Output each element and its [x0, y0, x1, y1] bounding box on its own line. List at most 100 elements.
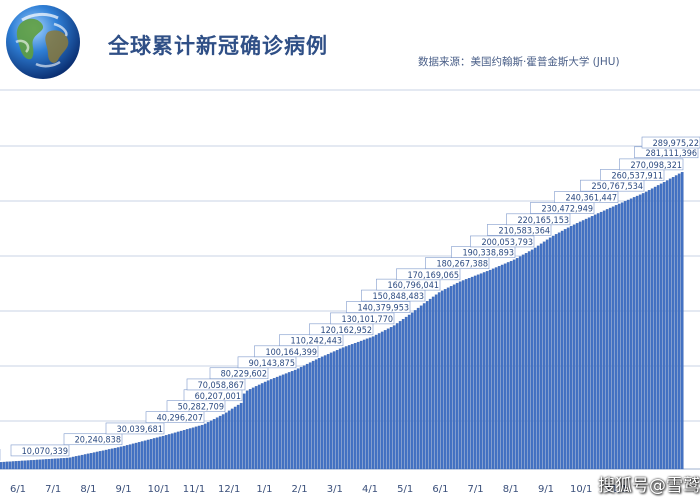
daily-bar	[617, 203, 621, 470]
daily-bar	[620, 202, 624, 470]
daily-bar	[500, 264, 504, 470]
data-label: 160,796,041	[388, 281, 440, 291]
daily-bar	[362, 339, 366, 470]
daily-bar	[20, 460, 24, 470]
daily-bar	[575, 223, 579, 470]
daily-bar	[626, 199, 630, 470]
daily-bar	[449, 286, 453, 470]
daily-bar	[77, 455, 81, 470]
daily-bar	[233, 406, 237, 470]
data-label: 130,101,770	[342, 315, 394, 325]
daily-bar	[74, 456, 78, 470]
daily-bar	[113, 447, 117, 470]
daily-bar	[182, 430, 186, 470]
daily-bar	[446, 287, 450, 470]
daily-bar	[26, 460, 30, 470]
daily-bar	[353, 343, 357, 470]
daily-bar	[254, 386, 258, 470]
daily-bar	[431, 296, 435, 470]
daily-bar	[236, 404, 240, 470]
daily-bar	[467, 278, 471, 470]
daily-bar	[641, 193, 645, 470]
daily-bar	[311, 360, 315, 470]
daily-bar	[398, 321, 402, 470]
daily-bar	[530, 249, 534, 470]
daily-bar	[638, 194, 642, 470]
daily-bar	[32, 459, 36, 470]
daily-bar	[230, 408, 234, 470]
data-label-box	[105, 422, 165, 435]
daily-bar	[227, 410, 231, 470]
daily-bar	[326, 354, 330, 470]
daily-bar	[317, 358, 321, 470]
daily-bar	[386, 328, 390, 470]
daily-bar	[572, 224, 576, 470]
daily-bar	[482, 272, 486, 470]
daily-bar	[419, 305, 423, 470]
daily-bar	[257, 384, 261, 470]
daily-bar	[533, 247, 537, 470]
daily-bar	[14, 461, 18, 470]
daily-bar	[647, 190, 651, 470]
daily-bar	[503, 263, 507, 470]
daily-bar	[98, 451, 102, 470]
daily-bar	[428, 298, 432, 470]
data-label: 30,039,681	[117, 425, 163, 435]
data-label: 250,767,534	[592, 182, 644, 192]
data-label: 210,583,364	[499, 226, 551, 236]
daily-bar	[464, 279, 468, 470]
daily-bar	[305, 363, 309, 470]
daily-bar	[644, 191, 648, 470]
daily-bar	[395, 323, 399, 470]
daily-bar	[539, 243, 543, 470]
x-tick-label: 4/1	[362, 484, 378, 495]
daily-bar	[662, 181, 666, 470]
daily-bar	[95, 451, 99, 470]
daily-bar	[161, 435, 165, 470]
daily-bar	[134, 442, 138, 470]
daily-bar	[263, 381, 267, 470]
daily-bar	[29, 460, 33, 470]
x-tick-label: 12/1	[218, 484, 240, 495]
daily-bar	[335, 350, 339, 470]
data-label: 90,143,875	[249, 359, 295, 369]
daily-bar	[518, 256, 522, 470]
daily-bar	[389, 327, 393, 470]
daily-bar	[557, 232, 561, 470]
daily-bar	[671, 177, 675, 470]
x-tick-label: 11/1	[183, 484, 205, 495]
daily-bar	[410, 312, 414, 470]
data-label: 150,848,483	[373, 292, 425, 302]
daily-bar	[44, 459, 48, 470]
data-label: 10,070,339	[22, 447, 68, 457]
daily-bar	[656, 185, 660, 470]
daily-bar	[194, 426, 198, 470]
daily-bar	[143, 440, 147, 470]
x-tick-label: 1/1	[256, 484, 272, 495]
daily-bar	[623, 201, 627, 470]
daily-bar	[122, 445, 126, 470]
daily-bar	[440, 290, 444, 470]
x-tick-label: 6/1	[432, 484, 448, 495]
data-label: 200,053,793	[482, 238, 534, 248]
x-tick-label: 2/1	[292, 484, 308, 495]
daily-bar	[380, 331, 384, 470]
data-label: 70,058,867	[198, 381, 244, 391]
daily-bar	[374, 334, 378, 470]
daily-bar	[563, 229, 567, 470]
daily-bar	[158, 436, 162, 470]
daily-bar	[245, 390, 249, 470]
daily-bar	[308, 362, 312, 470]
daily-bar	[284, 373, 288, 470]
daily-bar	[185, 429, 189, 470]
data-label: 240,361,447	[566, 194, 618, 204]
x-tick-label: 9/1	[116, 484, 132, 495]
daily-bar	[53, 458, 57, 470]
daily-bar	[290, 371, 294, 470]
data-label: 110,242,443	[291, 337, 343, 347]
data-label: 190,338,893	[463, 249, 515, 259]
daily-bar	[191, 427, 195, 470]
daily-bar	[212, 419, 216, 470]
data-label: 270,098,321	[631, 161, 683, 171]
data-label-box	[506, 213, 571, 226]
